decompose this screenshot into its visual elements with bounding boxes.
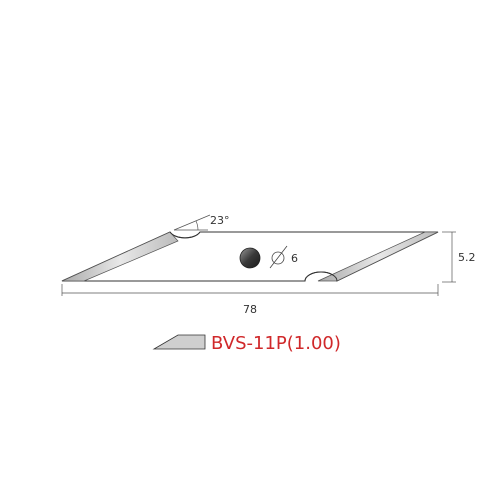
left-bevel — [61, 231, 179, 282]
angle-label: 23° — [210, 214, 230, 227]
model-label: BVS-11P(1.00) — [211, 333, 341, 354]
height-label: 5.2 — [458, 251, 476, 264]
right-bevel — [317, 231, 439, 282]
angle-indicator — [173, 214, 211, 231]
hole-diameter-label: 6 — [291, 252, 298, 265]
length-label: 78 — [243, 303, 257, 316]
bottom-notch — [304, 271, 338, 282]
length-dimension — [61, 284, 439, 296]
height-dimension — [442, 231, 456, 283]
mounting-hole — [239, 247, 261, 269]
top-notch — [169, 231, 201, 239]
diameter-symbol-icon — [269, 245, 288, 269]
blade-profile-icon — [152, 334, 206, 350]
